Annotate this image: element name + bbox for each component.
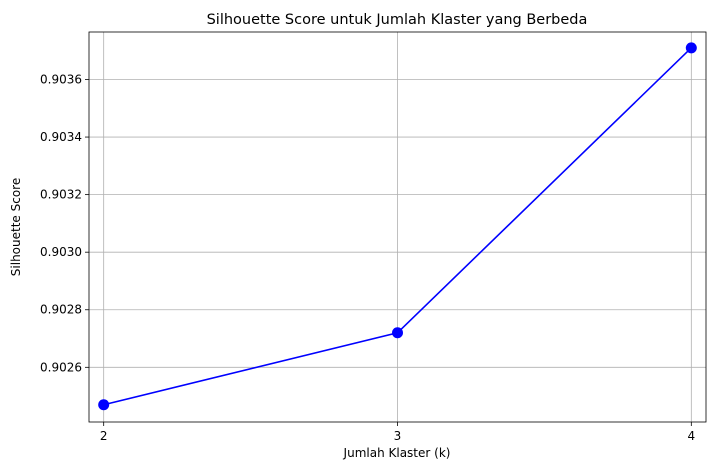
y-tick-label: 0.9036 (40, 72, 82, 86)
y-tick-label: 0.9032 (40, 188, 82, 202)
y-axis-label: Silhouette Score (9, 178, 23, 276)
y-tick-label: 0.9030 (40, 245, 82, 259)
x-tick-label: 3 (394, 429, 402, 443)
series-layer (98, 42, 697, 411)
x-tick-label: 2 (100, 429, 108, 443)
y-tick-label: 0.9028 (40, 303, 82, 317)
y-tick-label: 0.9034 (40, 130, 82, 144)
data-point (98, 399, 110, 411)
x-tick-label: 4 (687, 429, 695, 443)
data-point (685, 42, 697, 54)
tick-layer: 2 3 4 0.9026 0.9028 0.9030 0.9032 0.9034 0.9036 (40, 72, 695, 443)
grid-layer (89, 32, 706, 422)
data-point (392, 327, 403, 339)
chart-title: Silhouette Score untuk Jumlah Klaster ya… (207, 12, 588, 28)
x-axis-label: Jumlah Klaster (k) (343, 446, 451, 460)
y-tick-label: 0.9026 (40, 360, 82, 374)
